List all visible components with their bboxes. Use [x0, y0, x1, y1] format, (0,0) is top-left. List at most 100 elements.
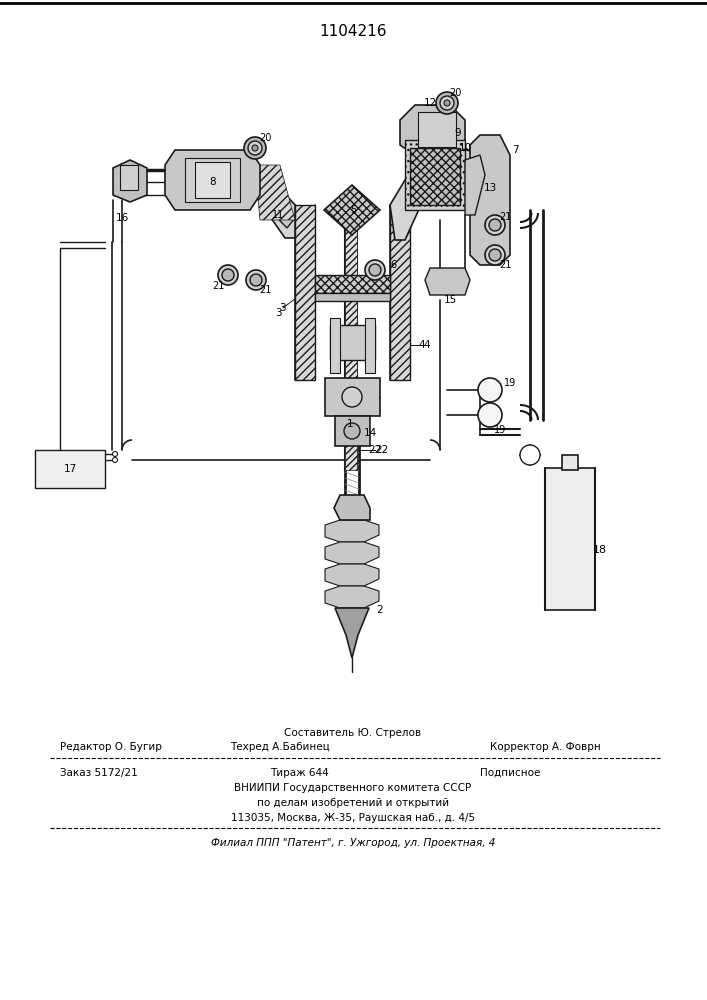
- Text: 21: 21: [499, 260, 511, 270]
- Bar: [418, 112, 456, 147]
- Circle shape: [444, 100, 450, 106]
- Circle shape: [246, 270, 266, 290]
- Text: 113035, Москва, Ж-35, Раушская наб., д. 4/5: 113035, Москва, Ж-35, Раушская наб., д. …: [231, 813, 475, 823]
- Circle shape: [520, 445, 540, 465]
- Text: 2: 2: [377, 605, 383, 615]
- Circle shape: [252, 145, 258, 151]
- Text: 19: 19: [504, 378, 516, 388]
- Bar: [120, 165, 138, 190]
- Text: ВНИИПИ Государственного комитета СССР: ВНИИПИ Государственного комитета СССР: [235, 783, 472, 793]
- Polygon shape: [465, 155, 485, 215]
- Bar: [335, 416, 370, 446]
- Polygon shape: [325, 520, 379, 542]
- Circle shape: [244, 137, 266, 159]
- Polygon shape: [425, 150, 455, 185]
- Text: 12: 12: [423, 98, 437, 108]
- Text: 3: 3: [275, 308, 281, 318]
- Circle shape: [365, 260, 385, 280]
- Text: 16: 16: [115, 213, 129, 223]
- Polygon shape: [295, 205, 315, 380]
- Bar: [562, 455, 578, 470]
- Polygon shape: [255, 165, 295, 220]
- Polygon shape: [410, 148, 460, 205]
- Text: 5: 5: [350, 205, 356, 215]
- Polygon shape: [335, 608, 369, 658]
- Text: 1104216: 1104216: [320, 24, 387, 39]
- Polygon shape: [324, 185, 380, 235]
- Polygon shape: [325, 542, 379, 564]
- Polygon shape: [334, 495, 370, 520]
- Text: 18: 18: [593, 545, 607, 555]
- Circle shape: [112, 458, 117, 462]
- Circle shape: [344, 423, 360, 439]
- Circle shape: [485, 215, 505, 235]
- Text: 11: 11: [272, 210, 284, 220]
- Text: 20: 20: [449, 88, 461, 98]
- Text: 15: 15: [443, 295, 457, 305]
- Polygon shape: [165, 150, 260, 210]
- Text: 21: 21: [259, 285, 271, 295]
- Bar: [330, 318, 340, 373]
- Polygon shape: [345, 200, 357, 470]
- Text: 9: 9: [455, 128, 461, 138]
- Circle shape: [250, 274, 262, 286]
- Circle shape: [436, 92, 458, 114]
- Polygon shape: [325, 564, 379, 586]
- Polygon shape: [400, 105, 465, 155]
- Text: 6: 6: [390, 260, 396, 270]
- Text: 10: 10: [458, 143, 472, 153]
- Text: 20: 20: [259, 133, 271, 143]
- Bar: [325, 378, 380, 416]
- Bar: [315, 275, 390, 293]
- Bar: [185, 158, 240, 202]
- Text: Подписное: Подписное: [480, 768, 540, 778]
- Polygon shape: [470, 135, 510, 265]
- Polygon shape: [113, 160, 147, 202]
- Polygon shape: [205, 155, 295, 238]
- Circle shape: [478, 378, 502, 402]
- Text: 4: 4: [423, 340, 431, 350]
- Text: 22: 22: [375, 445, 389, 455]
- Polygon shape: [425, 268, 470, 295]
- Text: 17: 17: [64, 464, 76, 474]
- Text: 21: 21: [212, 281, 224, 291]
- Text: 3: 3: [279, 303, 286, 313]
- Polygon shape: [405, 140, 465, 210]
- Circle shape: [222, 269, 234, 281]
- Text: Корректор А. Фоврн: Корректор А. Фоврн: [490, 742, 601, 752]
- Text: 8: 8: [210, 177, 216, 187]
- Circle shape: [369, 264, 381, 276]
- Text: 21: 21: [499, 212, 511, 222]
- Polygon shape: [325, 586, 379, 608]
- Text: по делам изобретений и открытий: по делам изобретений и открытий: [257, 798, 449, 808]
- Text: 1: 1: [346, 419, 354, 429]
- Circle shape: [342, 387, 362, 407]
- Circle shape: [489, 249, 501, 261]
- Bar: [195, 162, 230, 198]
- Text: Техред А.Бабинец: Техред А.Бабинец: [230, 742, 329, 752]
- Polygon shape: [252, 180, 295, 228]
- Polygon shape: [545, 468, 595, 610]
- Text: 4: 4: [419, 340, 426, 350]
- Circle shape: [218, 265, 238, 285]
- Text: 13: 13: [484, 183, 496, 193]
- Circle shape: [478, 403, 502, 427]
- Text: 19: 19: [494, 425, 506, 435]
- Text: Заказ 5172/21: Заказ 5172/21: [60, 768, 138, 778]
- Text: Филиал ППП "Патент", г. Ужгород, ул. Проектная, 4: Филиал ППП "Патент", г. Ужгород, ул. Про…: [211, 838, 495, 848]
- Text: Тираж 644: Тираж 644: [270, 768, 329, 778]
- Text: 14: 14: [363, 428, 377, 438]
- Text: Редактор О. Бугир: Редактор О. Бугир: [60, 742, 162, 752]
- Circle shape: [112, 452, 117, 456]
- Bar: [315, 293, 390, 301]
- Polygon shape: [390, 140, 475, 240]
- Bar: [35, 450, 105, 488]
- Bar: [330, 325, 375, 360]
- Polygon shape: [390, 205, 410, 380]
- Text: Составитель Ю. Стрелов: Составитель Ю. Стрелов: [284, 728, 421, 738]
- Circle shape: [440, 96, 454, 110]
- Bar: [365, 318, 375, 373]
- Circle shape: [248, 141, 262, 155]
- Circle shape: [485, 245, 505, 265]
- Text: 7: 7: [512, 145, 518, 155]
